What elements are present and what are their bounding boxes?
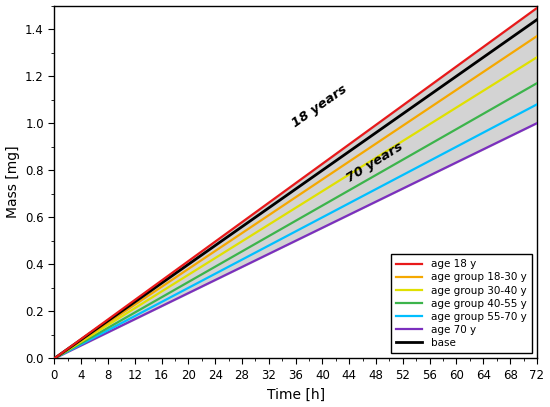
Legend: age 18 y, age group 18-30 y, age group 30-40 y, age group 40-55 y, age group 55-: age 18 y, age group 18-30 y, age group 3…: [391, 254, 532, 353]
X-axis label: Time [h]: Time [h]: [267, 387, 324, 401]
Y-axis label: Mass [mg]: Mass [mg]: [6, 146, 20, 218]
Text: 70 years: 70 years: [344, 140, 405, 184]
Text: 18 years: 18 years: [290, 83, 350, 130]
